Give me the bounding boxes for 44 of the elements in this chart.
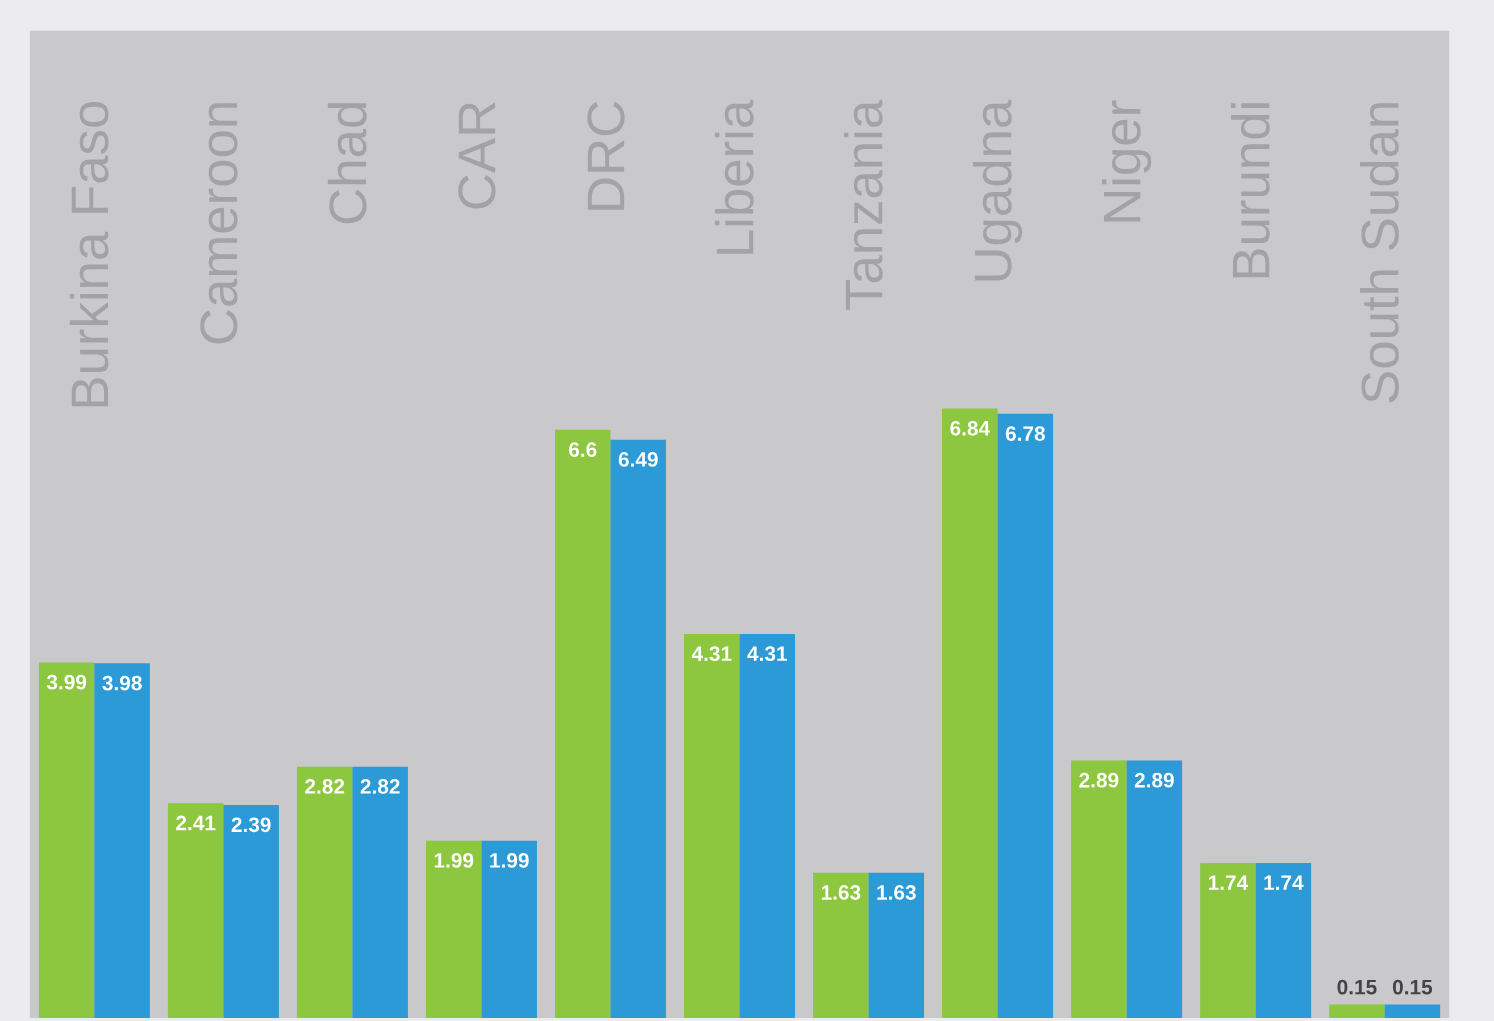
data-label: 1.74 [1208, 875, 1249, 890]
data-label: 2.41 [176, 815, 216, 831]
bar [610, 439, 666, 1018]
bar [813, 872, 869, 1018]
data-label: 2.82 [305, 779, 345, 794]
bar [739, 633, 796, 1018]
data-label: 2.89 [1134, 772, 1174, 788]
bar [1384, 1004, 1441, 1018]
bar [942, 408, 998, 1018]
data-label: 6.78 [1005, 426, 1045, 441]
data-label: 3.98 [102, 675, 142, 691]
data-label: 2.82 [360, 779, 400, 794]
data-label: 4.31 [747, 646, 787, 662]
data-label: 1.63 [877, 885, 916, 900]
bar [425, 840, 482, 1018]
data-label: 2.39 [231, 817, 271, 833]
data-label: 4.31 [691, 646, 732, 662]
data-label: 1.99 [434, 853, 474, 868]
bar [94, 663, 150, 1018]
bar [997, 413, 1054, 1018]
bar [296, 766, 353, 1018]
bar [167, 803, 224, 1018]
bar [1126, 760, 1183, 1018]
data-label: 6.6 [569, 442, 597, 458]
bar [223, 804, 279, 1018]
bar [1255, 862, 1312, 1018]
bar [481, 840, 537, 1018]
data-label: 1.99 [490, 853, 529, 868]
bar [1071, 760, 1127, 1018]
data-label: 1.74 [1264, 875, 1304, 890]
data-label: 0.15 [1337, 979, 1377, 995]
bar [868, 872, 925, 1018]
data-label: 6.84 [950, 420, 991, 436]
bar [684, 633, 740, 1018]
data-label: 3.99 [46, 674, 87, 690]
bar [1329, 1004, 1385, 1018]
data-label: 2.89 [1079, 772, 1119, 788]
data-label: 1.63 [821, 885, 861, 900]
data-label: 6.49 [618, 452, 658, 467]
bar [352, 766, 408, 1018]
data-label: 0.15 [1392, 979, 1433, 995]
bar [1200, 862, 1256, 1018]
bar [555, 429, 611, 1018]
bar [38, 662, 95, 1018]
